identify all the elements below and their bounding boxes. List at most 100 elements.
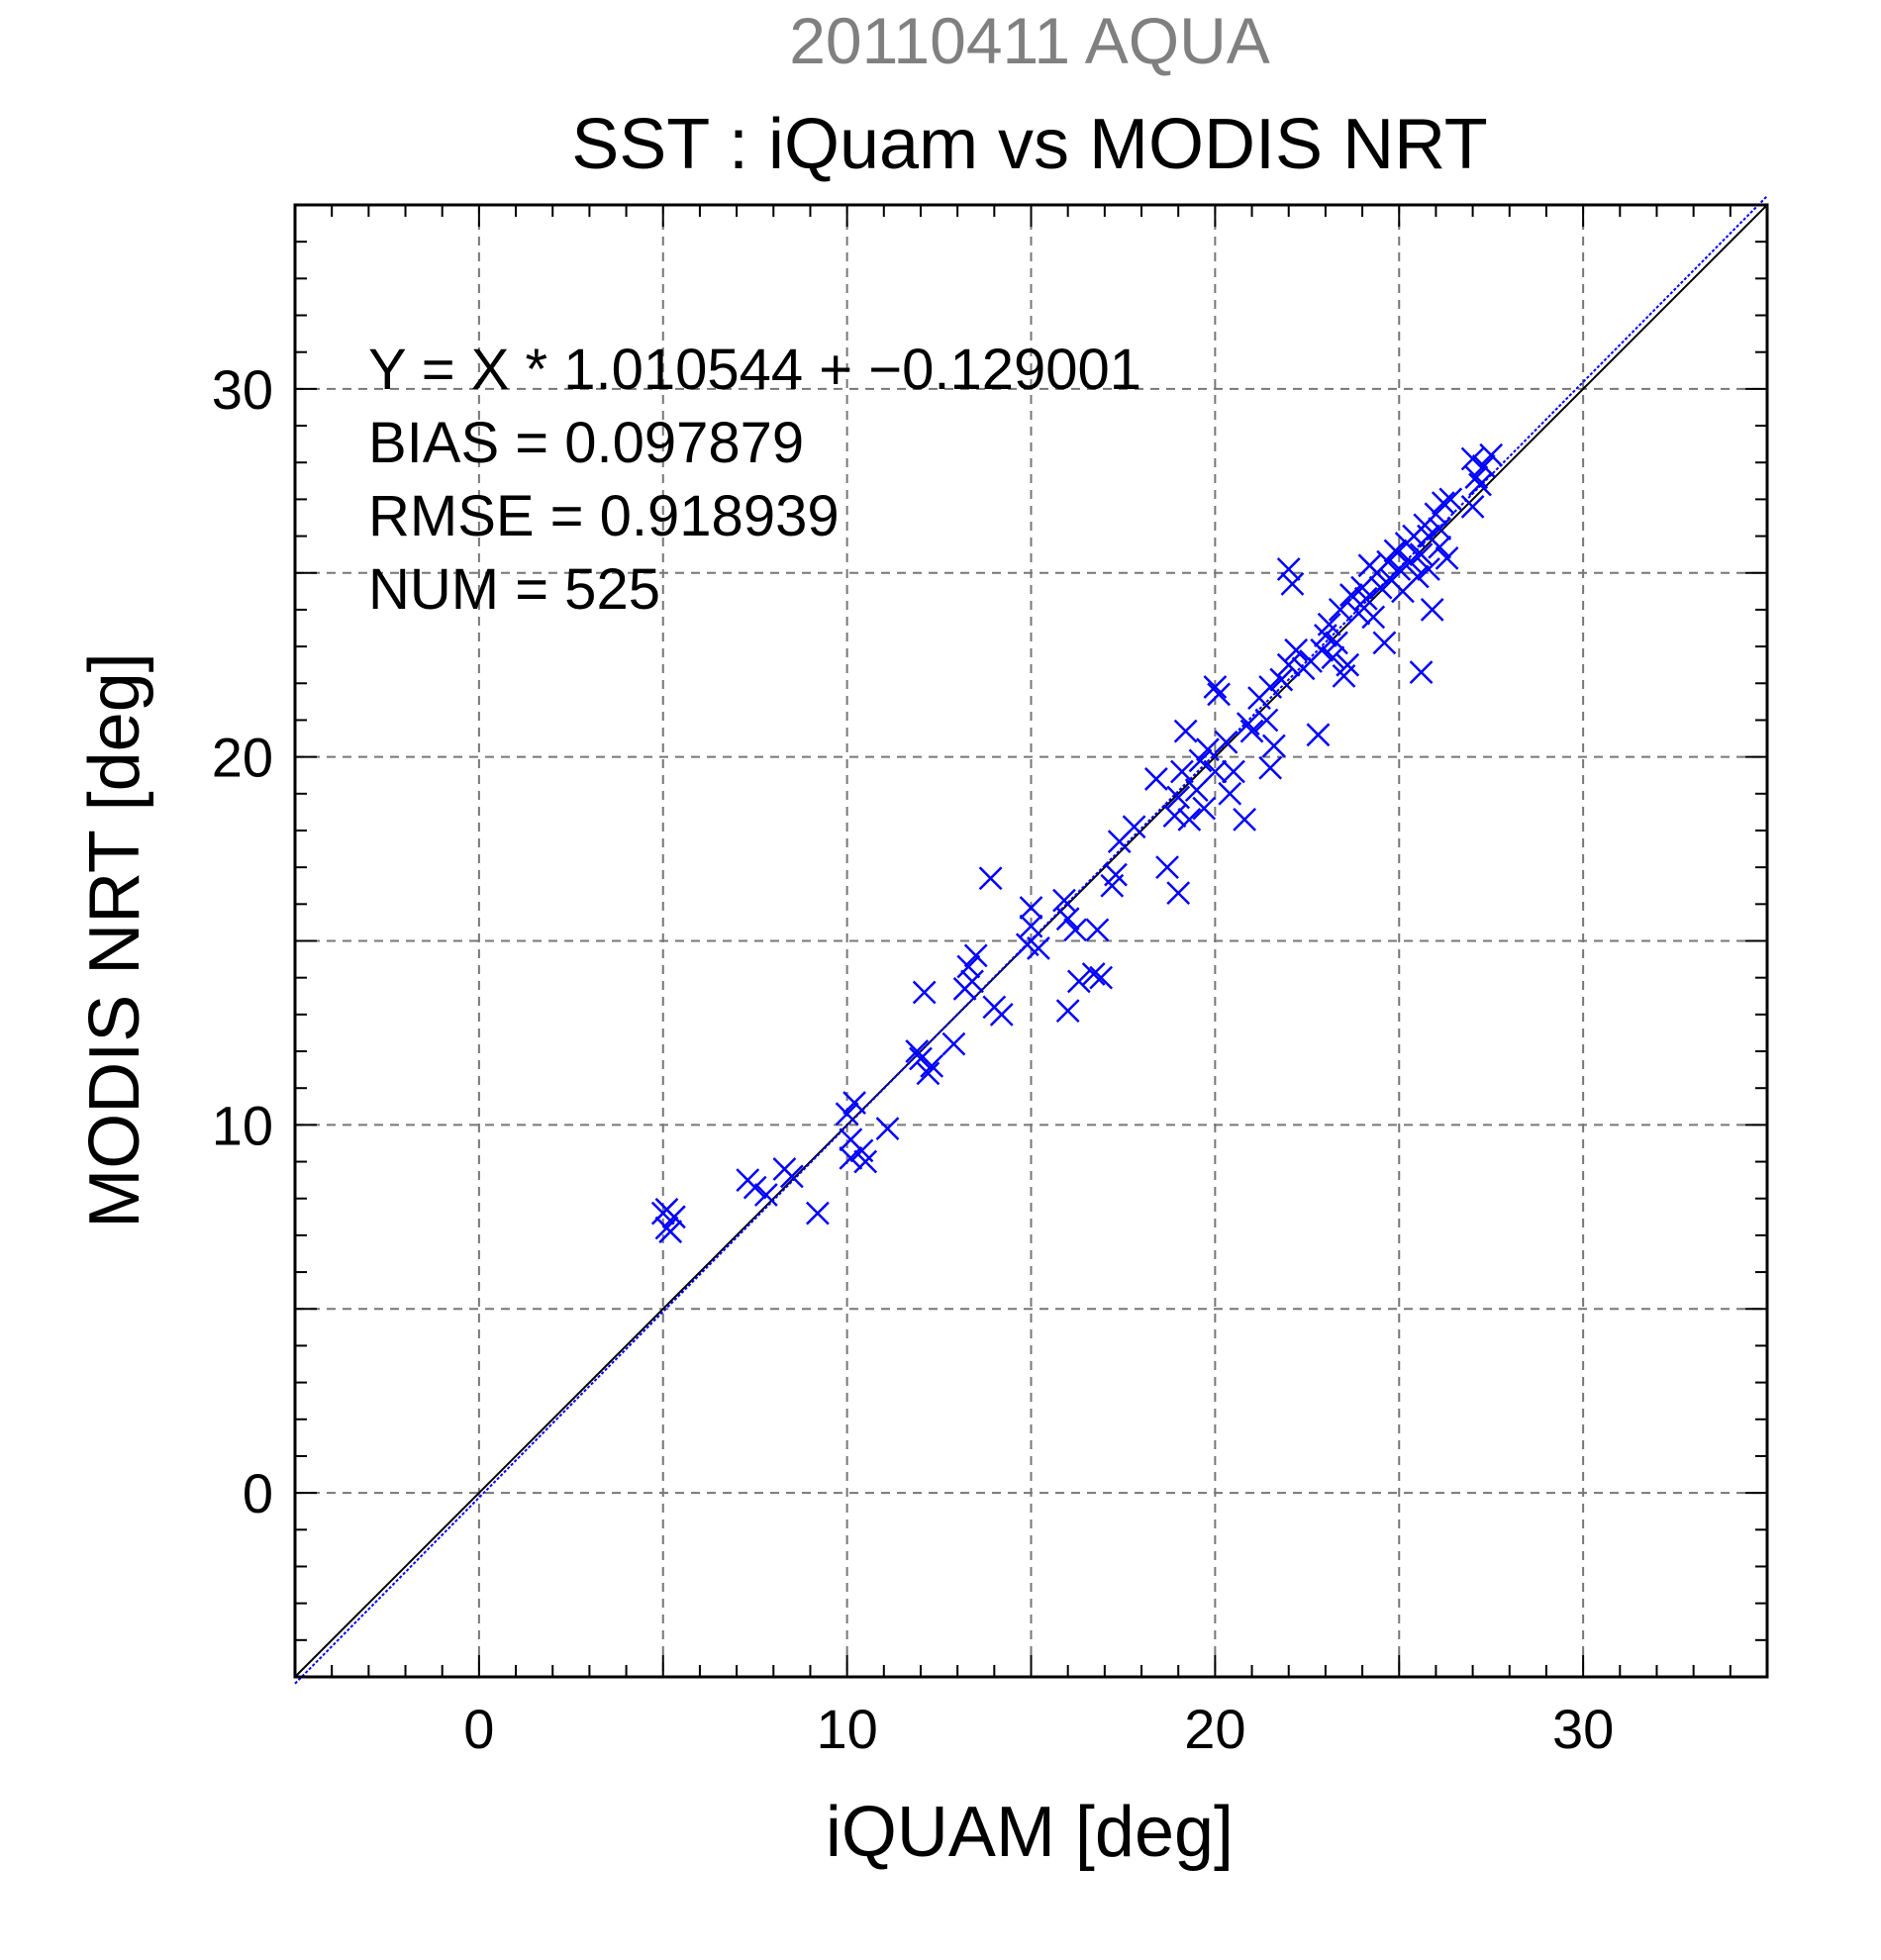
data-point <box>1276 557 1301 581</box>
data-point <box>941 1031 966 1056</box>
plot-frame <box>293 203 1769 1679</box>
fit-equation: Y = X * 1.010544 + −0.129001 <box>368 338 1141 402</box>
data-point <box>1192 796 1217 821</box>
data-point <box>1162 804 1187 828</box>
y-tick-label: 20 <box>212 727 273 789</box>
data-point <box>1170 759 1194 784</box>
data-point <box>1261 734 1286 758</box>
tick-labels: 0 10 20 30 0 10 20 30 <box>212 358 1615 1760</box>
data-point <box>654 1216 679 1240</box>
data-point <box>1066 969 1091 994</box>
y-axis-label: MODIS NRT [deg] <box>75 652 154 1228</box>
data-point <box>1460 494 1485 519</box>
data-point <box>1409 660 1434 685</box>
data-point <box>1019 914 1043 938</box>
data-point <box>1155 855 1179 880</box>
chart-title: SST : iQuam vs MODIS NRT <box>571 105 1488 184</box>
data-point <box>1222 759 1245 784</box>
data-point <box>1184 778 1209 802</box>
data-point <box>1346 601 1371 626</box>
data-point <box>1122 815 1146 839</box>
data-point <box>989 1002 1014 1027</box>
data-point <box>1207 682 1231 707</box>
data-point <box>1269 667 1294 692</box>
data-point <box>839 1145 863 1170</box>
data-point <box>1019 896 1043 920</box>
data-point <box>1428 535 1452 559</box>
data-point <box>1336 652 1360 677</box>
data-point <box>1409 542 1434 567</box>
data-points <box>650 442 1504 1244</box>
data-point <box>1089 965 1114 990</box>
data-point <box>1353 586 1378 611</box>
data-point <box>1203 675 1228 699</box>
data-point <box>1306 723 1331 747</box>
data-point <box>835 1102 859 1127</box>
data-point <box>1361 605 1386 630</box>
data-point <box>1063 918 1087 942</box>
data-point <box>1239 719 1264 743</box>
data-point <box>1321 645 1345 670</box>
data-point <box>1284 637 1309 662</box>
data-point <box>1339 583 1363 607</box>
data-point <box>1435 545 1459 570</box>
data-point <box>1417 557 1440 581</box>
data-point <box>1471 454 1496 478</box>
data-point <box>1233 807 1256 832</box>
data-point <box>1081 962 1106 986</box>
data-point <box>963 943 988 968</box>
data-point <box>1085 918 1110 942</box>
rmse-stat: RMSE = 0.918939 <box>368 484 840 548</box>
x-tick-label: 0 <box>463 1698 494 1760</box>
data-point <box>842 1091 866 1115</box>
data-point <box>1196 737 1220 762</box>
y-tick-label: 10 <box>212 1094 273 1156</box>
data-point <box>806 1201 830 1225</box>
data-point <box>1166 881 1191 906</box>
y-tick-label: 0 <box>243 1462 273 1524</box>
data-point <box>1258 675 1283 699</box>
data-point <box>662 1205 686 1229</box>
data-point <box>1468 472 1492 497</box>
num-stat: NUM = 525 <box>368 557 660 622</box>
data-point <box>1055 999 1080 1024</box>
data-point <box>1438 487 1463 512</box>
data-point <box>1325 631 1348 655</box>
data-point <box>909 1046 933 1071</box>
data-point <box>1214 730 1238 754</box>
data-point <box>753 1183 778 1207</box>
data-point <box>1431 491 1455 516</box>
data-point <box>1144 767 1168 791</box>
data-point <box>912 980 937 1005</box>
data-point <box>1387 557 1412 581</box>
data-point <box>779 1164 804 1189</box>
data-point <box>1460 446 1485 471</box>
data-point <box>1420 598 1444 622</box>
data-point <box>920 1054 944 1078</box>
data-point <box>1368 575 1393 600</box>
data-point <box>1203 759 1228 784</box>
data-point <box>1280 572 1305 596</box>
stats-annotation: Y = X * 1.010544 + −0.129001 BIAS = 0.09… <box>368 338 1141 622</box>
data-point <box>1177 807 1202 832</box>
data-point <box>1027 936 1050 960</box>
data-point <box>1317 612 1341 637</box>
x-tick-label: 30 <box>1552 1698 1614 1760</box>
data-point <box>1405 564 1430 589</box>
data-point <box>1398 549 1423 574</box>
x-tick-label: 20 <box>1184 1698 1245 1760</box>
data-point <box>1055 907 1080 931</box>
data-point <box>956 954 981 979</box>
data-point <box>1254 708 1279 733</box>
data-point <box>1310 637 1335 662</box>
data-point <box>978 866 1003 891</box>
x-tick-label: 10 <box>816 1698 877 1760</box>
data-point <box>1383 539 1408 563</box>
x-axis-label: iQUAM [deg] <box>826 1793 1234 1872</box>
data-point <box>1236 712 1260 736</box>
bias-stat: BIAS = 0.097879 <box>368 411 804 475</box>
data-point <box>1479 442 1504 467</box>
data-point <box>960 969 984 994</box>
data-point <box>1372 631 1397 655</box>
